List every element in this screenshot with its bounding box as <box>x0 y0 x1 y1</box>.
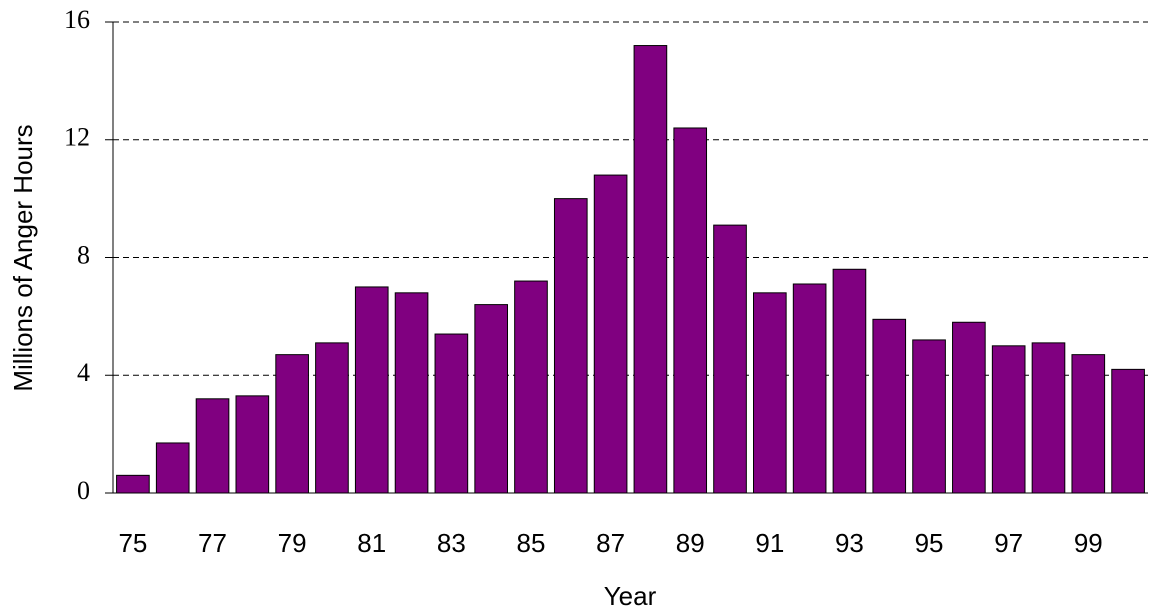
x-tick-label: 81 <box>357 528 386 558</box>
bar <box>1111 368 1145 494</box>
bar <box>354 286 389 494</box>
x-tick-label: 99 <box>1074 528 1103 558</box>
x-axis-title: Year <box>604 581 657 611</box>
bar <box>633 45 668 494</box>
bar <box>1071 354 1106 494</box>
bar <box>394 292 429 494</box>
bar <box>275 354 309 494</box>
x-tick-label: 97 <box>994 528 1023 558</box>
x-tick-label: 89 <box>676 528 705 558</box>
x-tick-label: 85 <box>517 528 546 558</box>
x-tick-label: 93 <box>835 528 864 558</box>
bar <box>753 292 787 494</box>
y-tick-label: 16 <box>64 5 90 34</box>
bar <box>991 345 1026 494</box>
bar <box>116 474 150 494</box>
bar <box>235 395 270 494</box>
y-tick-label: 12 <box>64 123 90 152</box>
bar <box>195 398 230 494</box>
x-tick-label: 87 <box>596 528 625 558</box>
bar <box>474 304 508 494</box>
bar <box>593 174 628 494</box>
x-tick-label: 79 <box>278 528 307 558</box>
bar <box>912 339 946 494</box>
bar <box>553 198 588 494</box>
bar <box>315 342 349 494</box>
x-tick-label: 91 <box>755 528 784 558</box>
y-tick-label: 0 <box>77 476 90 505</box>
bar <box>872 318 907 494</box>
x-tick-label: 75 <box>118 528 147 558</box>
bar <box>832 268 867 494</box>
x-tick-label: 83 <box>437 528 466 558</box>
x-tick-label: 95 <box>915 528 944 558</box>
bar <box>434 333 469 494</box>
y-tick-label: 4 <box>77 358 90 387</box>
bar <box>155 442 190 494</box>
bar <box>792 283 827 494</box>
bar <box>514 280 548 494</box>
y-axis-title: Millions of Anger Hours <box>8 124 38 391</box>
bar <box>1031 342 1066 494</box>
bar <box>673 127 708 494</box>
bar <box>952 321 986 494</box>
bar <box>713 224 747 494</box>
x-tick-label: 77 <box>198 528 227 558</box>
y-tick-label: 8 <box>77 240 90 269</box>
